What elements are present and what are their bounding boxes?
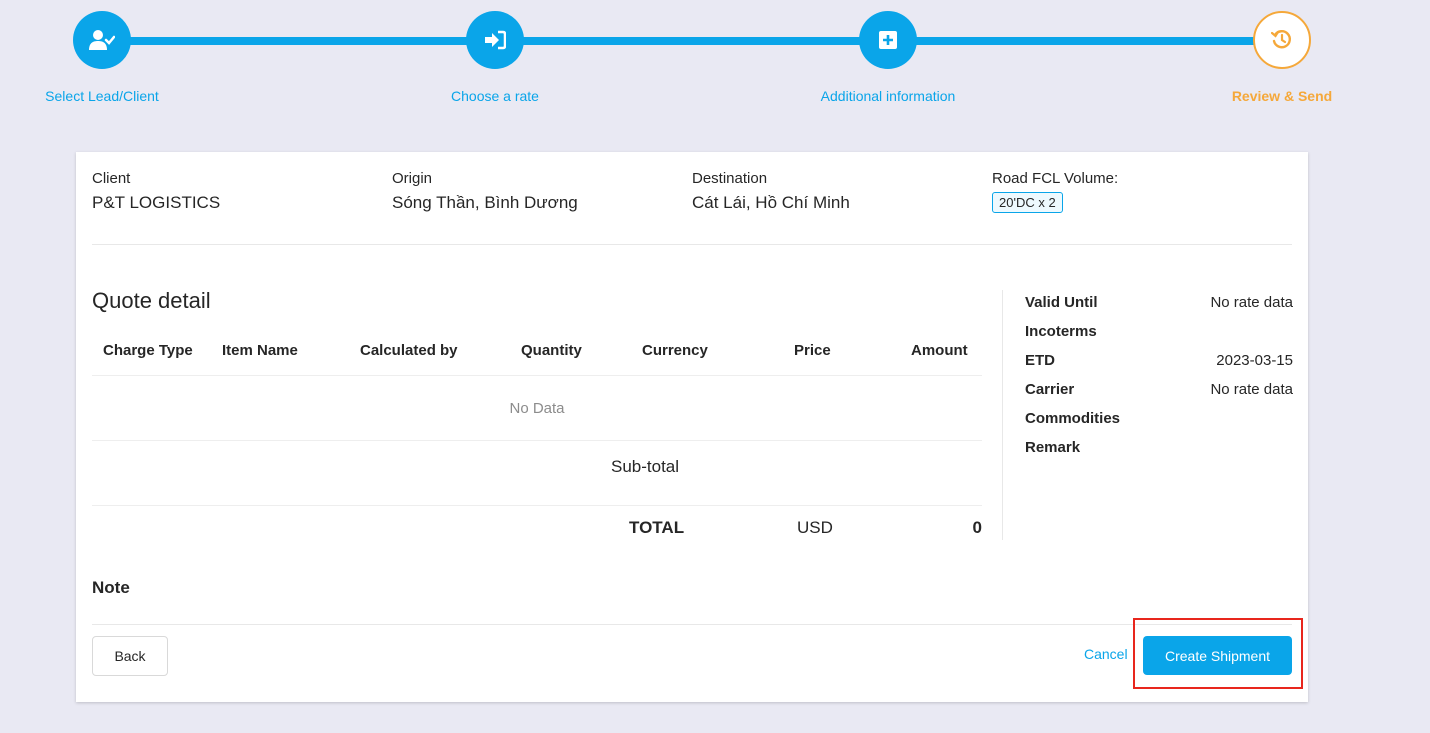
review-card: Client P&T LOGISTICS Origin Sóng Thần, B… bbox=[76, 152, 1308, 702]
quote-table-header: Charge Type Item Name Calculated by Quan… bbox=[92, 342, 982, 376]
column-price[interactable]: Price bbox=[794, 342, 831, 359]
volume-summary: Road FCL Volume: 20'DC x 2 bbox=[992, 170, 1118, 213]
origin-label: Origin bbox=[392, 170, 433, 187]
quote-detail-title: Quote detail bbox=[92, 288, 211, 313]
origin-value: Sóng Thần, Bình Dương bbox=[392, 193, 578, 212]
destination-value: Cát Lái, Hồ Chí Minh bbox=[692, 193, 850, 212]
back-button[interactable]: Back bbox=[92, 636, 168, 676]
volume-label: Road FCL Volume: bbox=[992, 170, 1119, 187]
info-row-commodities: Commodities bbox=[1025, 410, 1293, 432]
info-value: No rate data bbox=[1210, 381, 1293, 398]
client-value: P&T LOGISTICS bbox=[92, 193, 221, 212]
footer-divider bbox=[92, 624, 1292, 625]
column-item-name[interactable]: Item Name bbox=[222, 342, 298, 359]
info-key: ETD bbox=[1025, 352, 1055, 369]
subtotal-label: Sub-total bbox=[611, 457, 680, 476]
info-row-incoterms: Incoterms bbox=[1025, 323, 1293, 345]
summary-divider bbox=[92, 244, 1292, 245]
info-divider bbox=[1002, 290, 1003, 540]
step-label-select-lead: Select Lead/Client bbox=[45, 88, 159, 104]
user-check-icon bbox=[89, 30, 115, 50]
empty-state-text: No Data bbox=[509, 400, 565, 417]
note-title: Note bbox=[92, 578, 130, 597]
info-key: Valid Until bbox=[1025, 294, 1098, 311]
step-select-lead-circle[interactable] bbox=[73, 11, 131, 69]
step-label-review-send: Review & Send bbox=[1231, 88, 1333, 104]
table-header-divider bbox=[92, 375, 982, 376]
step-choose-rate-circle[interactable] bbox=[466, 11, 524, 69]
info-row-carrier: Carrier No rate data bbox=[1025, 381, 1293, 403]
volume-tag: 20'DC x 2 bbox=[992, 192, 1063, 213]
step-review-send-circle[interactable] bbox=[1253, 11, 1311, 69]
step-label-choose-rate: Choose a rate bbox=[451, 88, 539, 104]
step-label-additional-info: Additional information bbox=[820, 88, 956, 104]
total-currency: USD bbox=[797, 518, 833, 537]
info-key: Carrier bbox=[1025, 381, 1075, 398]
info-row-valid-until: Valid Until No rate data bbox=[1025, 294, 1293, 316]
info-value: 2023-03-15 bbox=[1216, 352, 1293, 369]
info-value: No rate data bbox=[1210, 294, 1293, 311]
info-row-etd: ETD 2023-03-15 bbox=[1025, 352, 1293, 374]
create-shipment-button[interactable]: Create Shipment bbox=[1143, 636, 1292, 675]
info-key: Commodities bbox=[1025, 410, 1121, 427]
total-amount: 0 bbox=[972, 518, 982, 537]
total-label: TOTAL bbox=[629, 518, 685, 537]
column-amount[interactable]: Amount bbox=[911, 342, 968, 359]
table-body-divider bbox=[92, 440, 982, 441]
column-charge-type[interactable]: Charge Type bbox=[103, 342, 193, 359]
progress-stepper: Select Lead/Client Choose a rate Additio… bbox=[0, 0, 1430, 120]
destination-label: Destination bbox=[692, 170, 768, 187]
sign-in-icon bbox=[485, 30, 506, 50]
origin-summary: Origin Sóng Thần, Bình Dương bbox=[392, 170, 578, 213]
info-row-remark: Remark bbox=[1025, 439, 1293, 461]
highlight-annotation-box bbox=[1133, 618, 1303, 689]
cancel-link[interactable]: Cancel bbox=[1084, 646, 1128, 662]
plus-square-icon bbox=[879, 31, 897, 49]
client-label: Client bbox=[92, 170, 131, 187]
info-key: Incoterms bbox=[1025, 323, 1097, 340]
info-key: Remark bbox=[1025, 439, 1081, 456]
client-summary: Client P&T LOGISTICS bbox=[92, 170, 220, 213]
history-icon bbox=[1271, 30, 1291, 49]
destination-summary: Destination Cát Lái, Hồ Chí Minh bbox=[692, 170, 850, 213]
column-calculated-by[interactable]: Calculated by bbox=[360, 342, 458, 359]
column-quantity[interactable]: Quantity bbox=[521, 342, 582, 359]
subtotal-divider bbox=[92, 505, 982, 506]
step-additional-info-circle[interactable] bbox=[859, 11, 917, 69]
stepper-track bbox=[102, 37, 1282, 45]
column-currency[interactable]: Currency bbox=[642, 342, 708, 359]
